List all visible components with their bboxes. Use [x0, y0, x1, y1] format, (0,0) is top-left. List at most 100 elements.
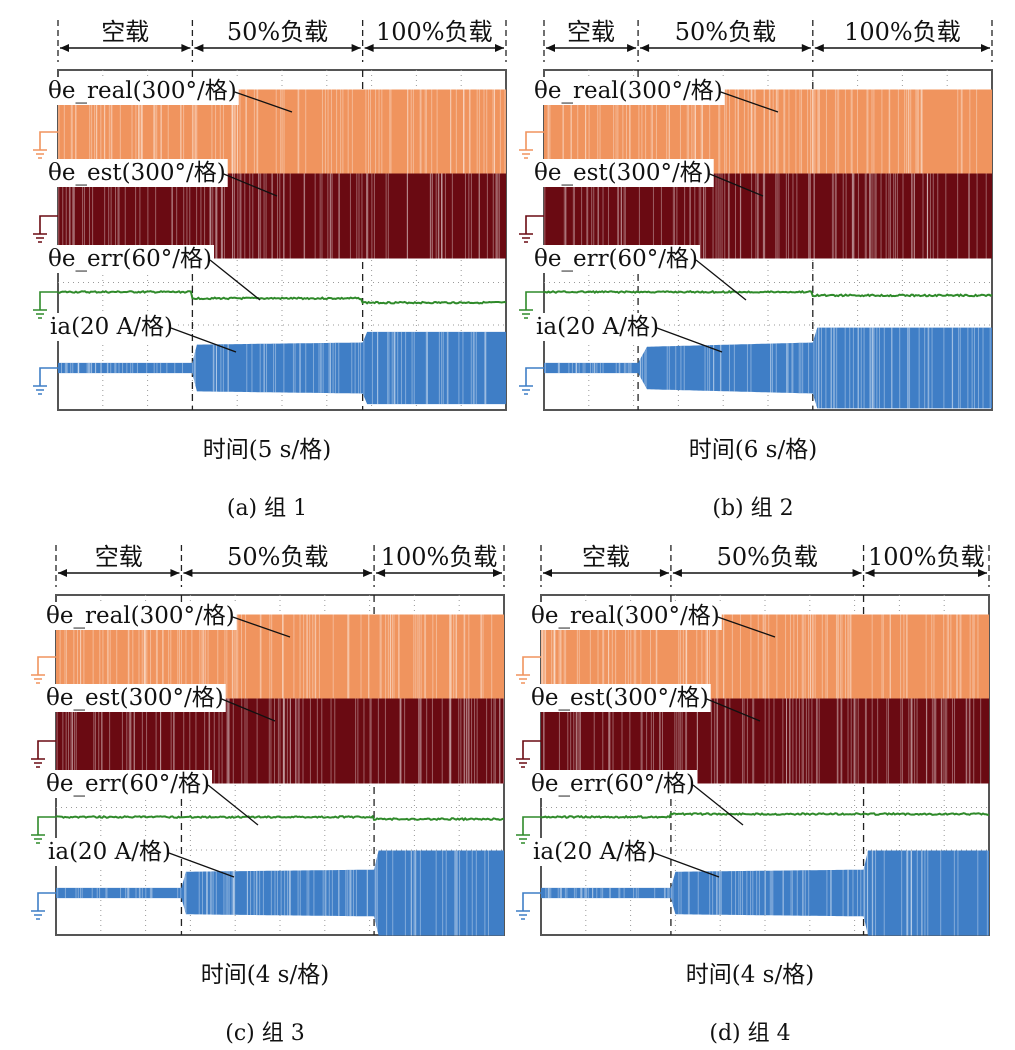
arrowhead-left: [183, 569, 193, 577]
label-background: [532, 159, 714, 187]
arrowhead-right: [981, 44, 990, 52]
waveform-band: [544, 89, 992, 175]
trace-theta_err: [516, 811, 990, 844]
segment-label: 100%负载: [844, 18, 961, 46]
series-label: θe_err(60°/格): [531, 771, 695, 797]
ground-marker-icon: [33, 131, 58, 159]
leader-line: [717, 616, 776, 638]
trace-ia: [516, 850, 989, 936]
leader-line: [168, 852, 235, 878]
ground-marker-icon: [33, 291, 58, 319]
series-label: ia(20 A/格): [533, 839, 656, 865]
leader-line: [207, 784, 259, 826]
trace-theta_real: [31, 614, 504, 700]
error-trace: [540, 811, 990, 819]
leader-line: [656, 327, 723, 353]
label-background: [46, 245, 215, 273]
arrowhead-right: [852, 569, 862, 577]
waveform-band: [56, 614, 504, 700]
ground-marker-icon: [31, 892, 56, 920]
x-axis-label-d: 时间(4 s/格): [685, 962, 815, 988]
waveform-band: [541, 850, 989, 936]
segment-label: 100%负载: [868, 543, 985, 571]
label-background: [529, 684, 711, 712]
ground-marker-icon: [519, 131, 544, 159]
ground-marker-icon: [516, 892, 541, 920]
trace-theta_est: [516, 698, 989, 784]
panel-d: 空载 50%负载 100%负载 θe_real(300°/格) θe_est(300°/…: [505, 525, 995, 1046]
oscilloscope-d: 空载 50%负载 100%负载 θe_real(300°/格) θe_est(300°/…: [516, 543, 990, 936]
segment-label: 100%负载: [376, 18, 493, 46]
segment-label: 50%负载: [227, 18, 328, 46]
arrowhead-left: [672, 569, 682, 577]
label-background: [44, 602, 237, 630]
segment-header: 空载 50%负载 100%负载: [57, 18, 507, 62]
arrowhead-left: [865, 569, 875, 577]
series-label: ia(20 A/格): [50, 314, 173, 340]
label-background: [44, 684, 226, 712]
leader-line: [232, 616, 291, 638]
trace-theta_err: [519, 289, 993, 319]
leader-line: [695, 259, 747, 301]
leader-line: [223, 173, 278, 197]
arrowhead-right: [363, 569, 373, 577]
label-background: [532, 77, 725, 105]
arrowhead-left: [376, 569, 386, 577]
caption-a: (a) 组 1: [226, 496, 308, 521]
leader-line: [692, 784, 744, 826]
segment-header: 空载 50%负载 100%负载: [55, 543, 505, 587]
waveform-band: [56, 850, 504, 936]
waveform-band: [58, 331, 506, 405]
leader-line: [234, 91, 293, 113]
label-background: [534, 313, 661, 341]
waveform-band: [56, 698, 504, 784]
x-axis-label-c: 时间(4 s/格): [200, 962, 330, 988]
series-label: ia(20 A/格): [48, 839, 171, 865]
segment-label: 空载: [95, 543, 143, 571]
arrowhead-right: [351, 44, 361, 52]
series-label: θe_err(60°/格): [48, 246, 212, 272]
label-background: [48, 313, 175, 341]
leader-line: [720, 91, 779, 113]
series-label: θe_err(60°/格): [534, 246, 698, 272]
caption-b: (b) 组 2: [712, 496, 794, 521]
trace-theta_real: [519, 89, 992, 175]
series-label: θe_real(300°/格): [46, 603, 235, 629]
segment-label: 空载: [567, 18, 615, 46]
error-trace: [543, 289, 993, 298]
arrowhead-right: [627, 44, 637, 52]
ground-marker-icon: [519, 215, 544, 243]
arrowhead-left: [814, 44, 824, 52]
ground-marker-icon: [516, 740, 541, 768]
arrowhead-right: [493, 569, 502, 577]
leader-line: [221, 698, 276, 722]
label-background: [531, 838, 658, 866]
ground-marker-icon: [31, 816, 56, 844]
trace-ia: [519, 327, 992, 409]
arrowhead-left: [58, 569, 67, 577]
segment-label: 空载: [582, 543, 630, 571]
arrowhead-right: [978, 569, 987, 577]
trace-theta_err: [31, 814, 505, 844]
arrowhead-right: [801, 44, 811, 52]
ground-marker-icon: [31, 656, 56, 684]
series-label: θe_real(300°/格): [531, 603, 720, 629]
trace-theta_est: [31, 698, 505, 784]
waveform-band: [544, 173, 992, 259]
arrowhead-left: [640, 44, 650, 52]
series-label: ia(20 A/格): [536, 314, 659, 340]
ground-marker-icon: [519, 291, 544, 319]
waveform-band: [58, 89, 506, 175]
series-label: θe_est(300°/格): [534, 160, 712, 186]
arrowhead-left: [194, 44, 204, 52]
oscilloscope-a: 空载 50%负载 100%负载 θe_real(300°/格) θe_est(300°/…: [33, 18, 507, 411]
series-label: θe_real(300°/格): [48, 78, 237, 104]
trace-ia: [31, 850, 504, 936]
waveform-band: [544, 327, 992, 409]
arrowhead-right: [659, 569, 669, 577]
x-axis-label-b: 时间(6 s/格): [688, 437, 818, 463]
ground-marker-icon: [31, 740, 56, 768]
leader-line: [170, 327, 237, 353]
segment-header: 空载 50%负载 100%负载: [543, 18, 993, 62]
label-background: [46, 838, 173, 866]
